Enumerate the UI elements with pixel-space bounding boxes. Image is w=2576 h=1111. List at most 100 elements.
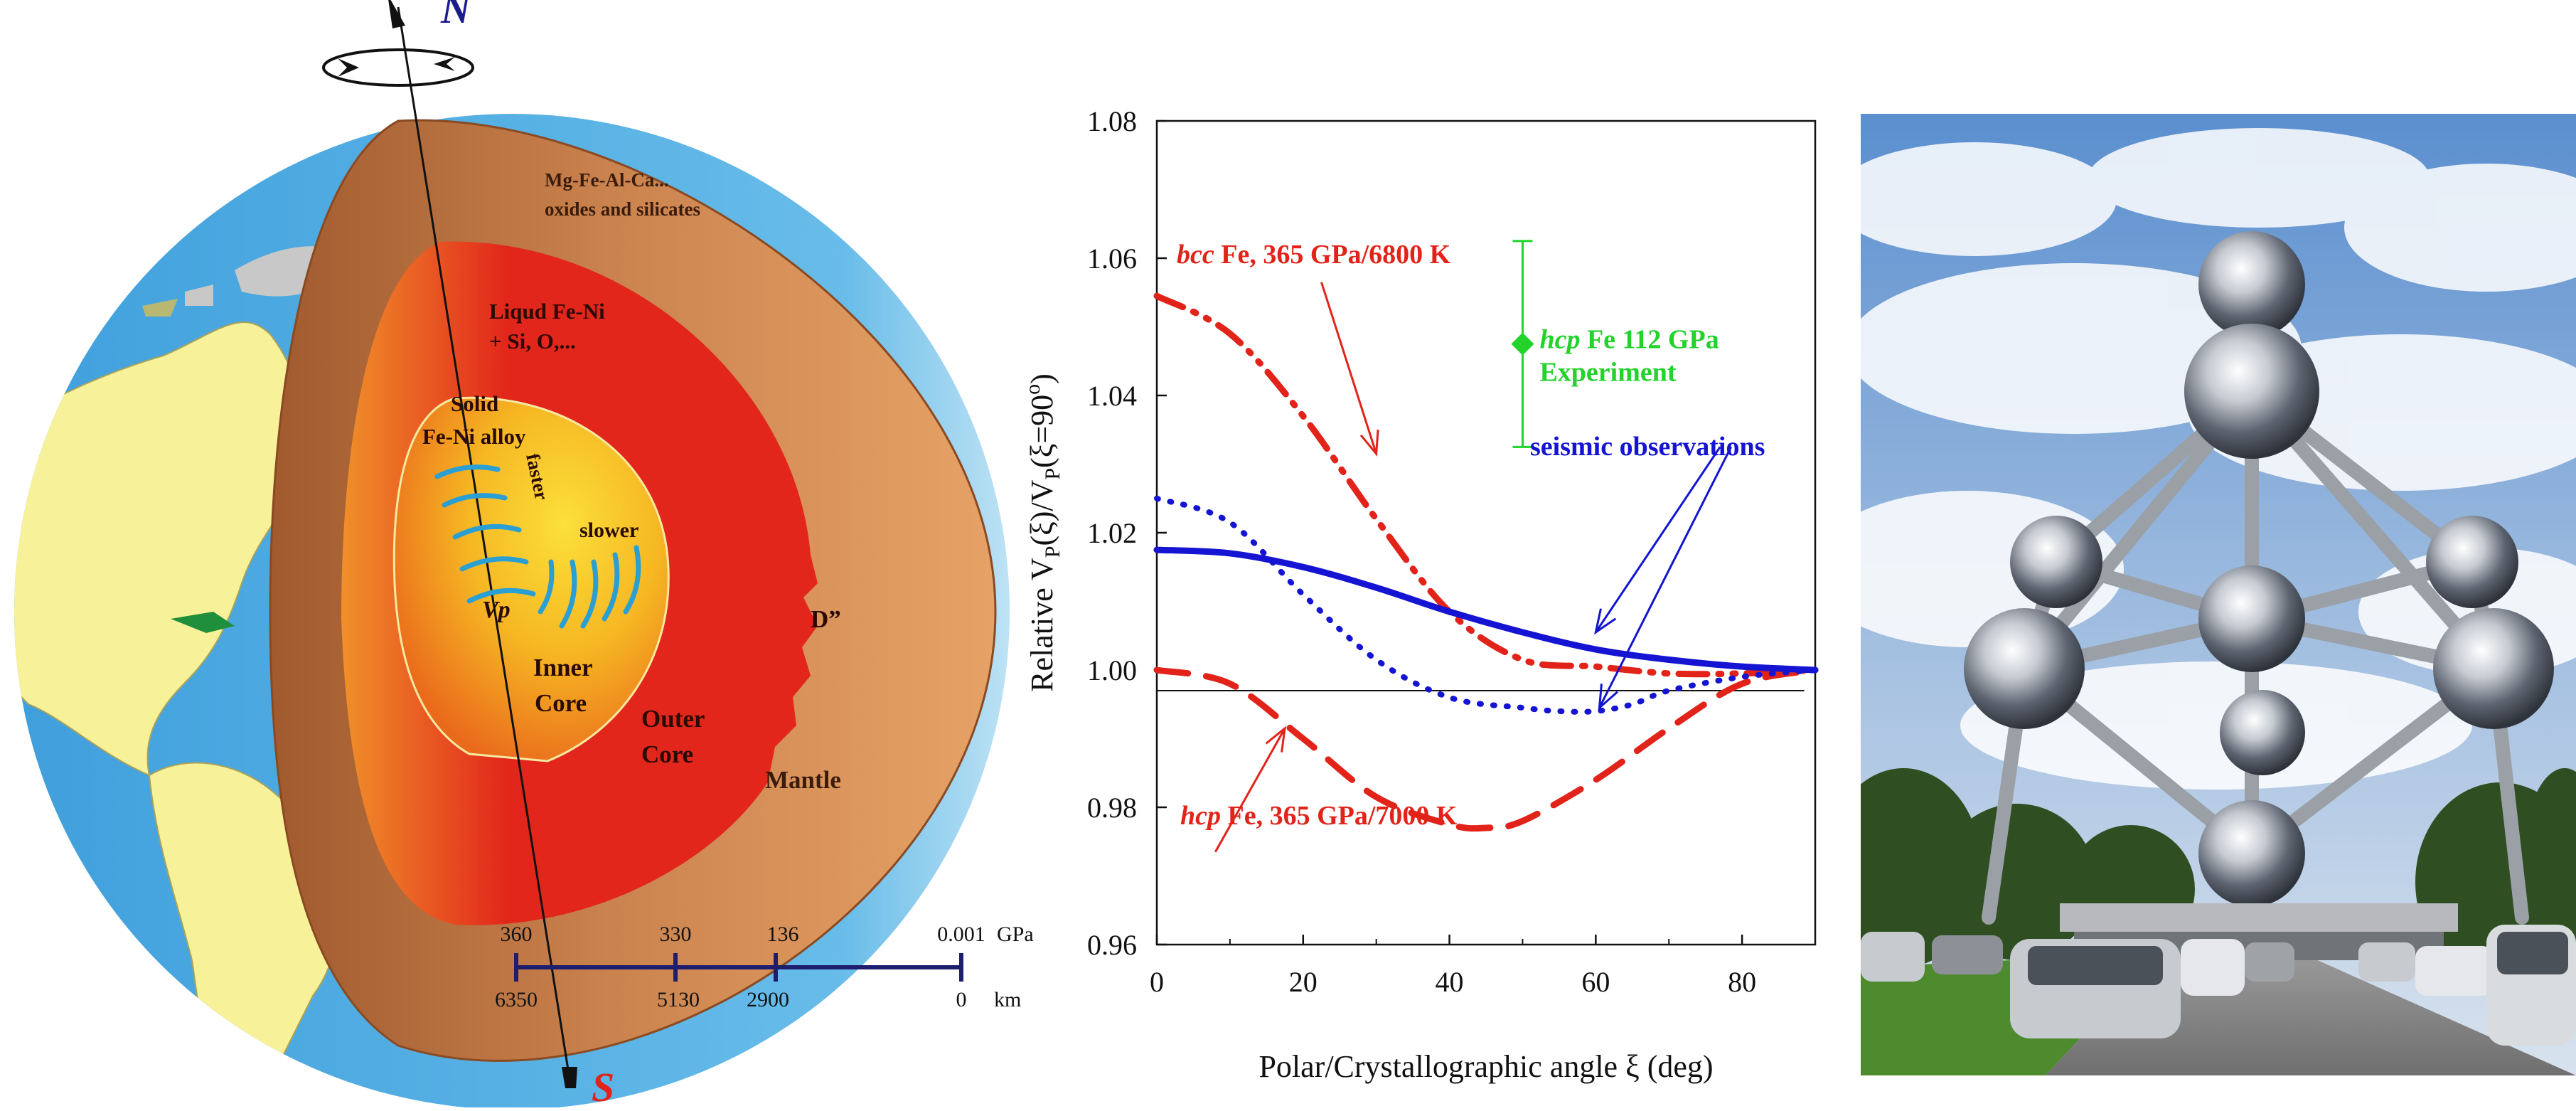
hcp-annotation-label-rest: Fe, 365 GPa/7000 K (1221, 801, 1458, 831)
y-tick-label: 1.08 (1087, 105, 1137, 137)
x-tick-label: 60 (1581, 966, 1610, 998)
atomium-photo-svg (1861, 114, 2576, 1075)
mantle-composition-line-1: Mg-Fe-Al-Ca... (545, 169, 669, 191)
bcc-annotation-arrow (1320, 282, 1378, 455)
series-line (1153, 666, 1819, 832)
axis-arrow-south-icon (562, 1067, 577, 1088)
y-axis-label-part: P (1041, 468, 1064, 480)
experiment-label-line-1: hcp Fe 112 GPa (1539, 325, 1719, 355)
hcp-annotation-arrow (1214, 728, 1286, 853)
y-tick-label: 1.00 (1087, 654, 1137, 686)
experiment-label-line-2: Experiment (1539, 358, 1676, 388)
rotation-axis (397, 6, 570, 1075)
mantle-label: Mantle (765, 766, 841, 794)
y-axis-label-part: P (1041, 546, 1064, 558)
series-line (1153, 546, 1819, 674)
inner-core-label-line-2: Core (535, 689, 587, 717)
caribbean-islands (171, 612, 235, 633)
depth-tick-label: 2900 (747, 988, 789, 1011)
arctic-island (185, 285, 213, 306)
sphere (2198, 565, 2305, 672)
x-tick-label: 20 (1289, 966, 1318, 998)
series-line (1153, 292, 1819, 678)
y-axis-label: Relative VP(ξ)/VP(ξ=90o) (1021, 373, 1064, 692)
inner-core-section (392, 396, 670, 762)
depth-pressure-scale: 360 330 136 0.001 GPa 6350 5130 2900 0 k… (495, 923, 1034, 1011)
d-double-prime-label: D” (811, 605, 841, 633)
sphere (2198, 231, 2305, 338)
rotation-arrow-left-icon (338, 58, 359, 77)
experiment-point-marker (1511, 332, 1534, 356)
y-tick-label: 0.98 (1087, 792, 1137, 824)
y-tick-label: 0.96 (1087, 929, 1137, 961)
bcc-annotation-label: bcc Fe, 365 GPa/6800 K (1177, 240, 1451, 270)
parked-cars (1861, 925, 2576, 1046)
hcp-annotation-label-italic: hcp (1180, 801, 1221, 831)
pressure-tick-label: 136 (767, 923, 799, 946)
x-axis-label: Polar/Crystallographic angle ξ (deg) (1258, 1049, 1713, 1084)
series-line (1154, 495, 1818, 715)
depth-tick-label: 0 (956, 988, 967, 1011)
seismic-annotation-arrow-dotted (1598, 446, 1733, 708)
y-axis-label-part: Relative V (1025, 558, 1059, 692)
atomium-photo (1861, 114, 2576, 1075)
bcc-annotation-arrow-head (1359, 430, 1379, 457)
hcp-annotation-label: hcp Fe, 365 GPa/7000 K (1180, 801, 1458, 831)
earth-cross-section-diagram: N S Mg-Fe-Al-Ca... oxides and silicates … (0, 0, 1052, 1110)
inner-core-composition-line-2: Fe-Ni alloy (422, 424, 526, 449)
atomium-spheres (1964, 231, 2554, 907)
y-tick-label: 1.04 (1087, 380, 1137, 412)
y-tick-label: 1.02 (1087, 517, 1137, 549)
y-axis-label-part: ) (1025, 373, 1059, 384)
north-pole-label: N (440, 0, 472, 32)
mantle-composition-line-2: oxides and silicates (545, 198, 700, 220)
earth-svg: N S Mg-Fe-Al-Ca... oxides and silicates … (14, 0, 1034, 1110)
depth-tick-label: 5130 (657, 988, 700, 1011)
x-tick-label: 0 (1150, 966, 1164, 998)
pavilion-roof (2060, 903, 2458, 932)
outer-core-composition-line-2: + Si, O,... (489, 329, 576, 354)
pressure-tick-label: 330 (660, 923, 692, 946)
chart-svg: 0.96 0.98 1.00 1.02 1.04 1.06 1.08 0 20 40 60 80 Pol… (1021, 105, 1819, 1084)
y-tick-label: 1.06 (1087, 243, 1137, 275)
sphere (2433, 608, 2554, 729)
outer-core-label-line-1: Outer (641, 705, 705, 733)
y-axis-label-part: (ξ=90 (1025, 395, 1059, 468)
vp-label: Vp (482, 597, 511, 623)
seismic-annotation-label: seismic observations (1530, 432, 1765, 462)
seismic-wave-icons (434, 464, 641, 629)
experiment-label-rest: Fe 112 GPa (1580, 325, 1719, 355)
south-pole-label: S (592, 1064, 614, 1107)
sphere (2220, 690, 2305, 775)
sphere (1964, 608, 2085, 729)
inner-core-composition-line-1: Solid (451, 391, 498, 416)
depth-tick-label: 6350 (495, 988, 538, 1011)
pressure-unit-label: GPa (997, 923, 1034, 946)
velocity-anisotropy-chart: 0.96 0.98 1.00 1.02 1.04 1.06 1.08 0 20 40 60 80 Pol… (981, 85, 1834, 1095)
chart-series-group (1153, 292, 1819, 832)
x-tick-label: 40 (1436, 966, 1464, 998)
seismic-annotation-arrow-solid-head (1594, 608, 1617, 635)
depth-unit-label: km (994, 988, 1021, 1011)
seismic-annotation-arrow-solid (1595, 446, 1721, 633)
rotation-ring-icon (322, 48, 474, 87)
sphere (2184, 324, 2319, 459)
rotation-arrow-right-icon (434, 57, 455, 71)
seismic-annotation-arrow-dotted-head (1598, 684, 1618, 711)
y-axis-label-part: o (1021, 384, 1044, 395)
hcp-annotation-arrow-head (1265, 725, 1287, 753)
north-america-landmass (14, 321, 309, 777)
bcc-annotation-label-rest: Fe, 365 GPa/6800 K (1214, 240, 1451, 270)
x-tick-label: 80 (1728, 966, 1756, 998)
sphere (2010, 516, 2102, 608)
slower-label: slower (579, 519, 638, 542)
sphere (2426, 516, 2518, 608)
pressure-tick-label: 0.001 (937, 923, 985, 946)
outer-core-composition-line-1: Liqud Fe-Ni (489, 299, 605, 324)
bcc-annotation-label-italic: bcc (1177, 240, 1214, 270)
sphere (2198, 800, 2305, 907)
axis-arrow-north-icon (388, 0, 405, 28)
inner-core-label-line-1: Inner (533, 654, 593, 681)
y-axis-label-part: (ξ)/V (1025, 479, 1059, 546)
